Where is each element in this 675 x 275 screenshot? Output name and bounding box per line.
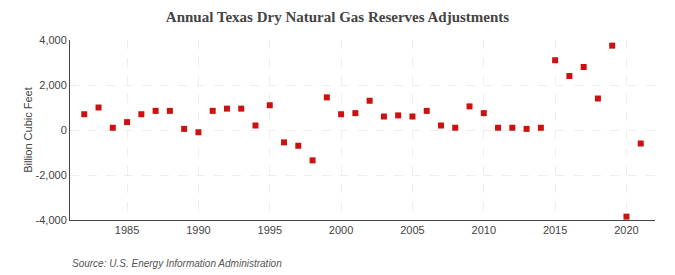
svg-text:2020: 2020	[614, 224, 638, 236]
svg-text:Billion Cubic Feet: Billion Cubic Feet	[22, 87, 34, 173]
svg-text:0: 0	[61, 124, 67, 136]
svg-text:2010: 2010	[472, 224, 496, 236]
svg-text:-2,000: -2,000	[36, 169, 67, 181]
svg-text:2005: 2005	[400, 224, 424, 236]
svg-text:1995: 1995	[258, 224, 282, 236]
svg-text:2000: 2000	[329, 224, 353, 236]
svg-text:4,000: 4,000	[39, 34, 67, 46]
svg-text:1985: 1985	[115, 224, 139, 236]
svg-text:2015: 2015	[543, 224, 567, 236]
svg-text:2,000: 2,000	[39, 79, 67, 91]
svg-text:Annual Texas Dry Natural Gas R: Annual Texas Dry Natural Gas Reserves Ad…	[166, 9, 510, 25]
svg-text:Source: U.S. Energy Informatio: Source: U.S. Energy Information Administ…	[72, 258, 282, 269]
svg-text:1990: 1990	[186, 224, 210, 236]
svg-text:-4,000: -4,000	[36, 214, 67, 226]
